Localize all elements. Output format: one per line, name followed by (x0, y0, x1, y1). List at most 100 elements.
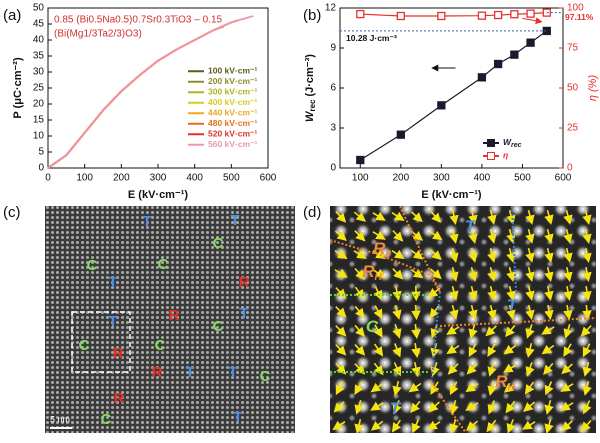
phase-label-text: R (362, 262, 375, 281)
polarization-arrow (563, 209, 573, 225)
x-tick-label: 500 (223, 173, 240, 184)
polarization-arrow (446, 325, 460, 335)
polarization-arrow (505, 400, 516, 414)
trend-arrow (522, 17, 543, 25)
series-line (359, 30, 548, 161)
polarization-arrow (580, 419, 592, 432)
phase-label: C (260, 368, 271, 385)
polarization-arrow (506, 419, 516, 434)
series-line (47, 15, 254, 169)
polarization-arrow (430, 362, 440, 377)
polarization-arrow (544, 209, 554, 225)
polarization-arrow (582, 343, 592, 358)
phase-label: T (185, 364, 194, 381)
phase-label: T (108, 313, 117, 330)
polarization-arrow (392, 324, 402, 339)
y-tick-label: 9 (330, 43, 336, 54)
plot-frame (339, 7, 564, 169)
polarization-arrow (563, 343, 573, 357)
polarization-arrow (525, 324, 535, 339)
legend-label: 480 kV·cm⁻¹ (208, 118, 258, 128)
x-tick-label: 100 (76, 173, 93, 184)
data-point (477, 73, 487, 82)
data-point (396, 11, 405, 21)
polarization-arrow (582, 400, 592, 415)
phase-label: T (465, 217, 477, 236)
polarization-arrow (333, 401, 345, 413)
panel-label: (b) (303, 7, 321, 24)
x-axis-label: E (kV·cm⁻¹) (421, 189, 482, 201)
polarization-arrow (332, 420, 346, 431)
series-line (47, 60, 159, 169)
polarization-arrow (446, 344, 460, 355)
polarization-arrow (561, 363, 573, 375)
phase-label: T (228, 364, 237, 381)
legend-marker (487, 152, 495, 160)
polarization-arrow (468, 209, 478, 225)
x-tick-label: 400 (186, 173, 203, 184)
polarization-arrow (544, 381, 554, 396)
phase-label: C (213, 318, 224, 335)
polarization-arrow (430, 210, 442, 223)
legend-label: 560 kV·cm⁻¹ (208, 139, 258, 149)
phase-label-text: R (495, 372, 508, 391)
phase-label-sub: 0 (385, 249, 391, 260)
phase-label-text: T (507, 296, 519, 315)
polarization-arrow (544, 399, 554, 415)
polarization-arrow (506, 266, 516, 282)
polarization-arrow (410, 249, 424, 260)
phase-label: RH (495, 372, 515, 392)
legend-label: 200 kV·cm⁻¹ (208, 76, 258, 86)
x-axis-label: E (kV·cm⁻¹) (128, 189, 189, 201)
polarization-arrow (524, 381, 535, 395)
phase-label: T (233, 409, 242, 426)
polarization-arrow (487, 304, 497, 320)
polarization-arrow (411, 304, 421, 321)
polarization-arrow (522, 420, 536, 430)
polarization-arrow (487, 285, 497, 301)
polarization-arrow (354, 418, 364, 434)
data-point (356, 9, 365, 19)
formula-annotation: 0.85 (Bi0.5Na0.5)0.7Sr0.3TiO3 – 0.15 (54, 15, 223, 26)
polarization-arrow (522, 401, 536, 412)
selection-box (71, 311, 131, 373)
legend-marker (487, 139, 495, 147)
legend-label: 400 kV·cm⁻¹ (208, 97, 258, 107)
polarization-arrow (372, 211, 386, 221)
polarization-arrow (468, 228, 478, 244)
polarization-arrow (411, 419, 421, 434)
polarization-arrow (560, 401, 574, 411)
polarization-arrow (429, 230, 443, 241)
polarization-arrow (487, 380, 497, 396)
y2-tick-label: 50 (567, 83, 579, 94)
polarization-arrow (465, 401, 479, 411)
series-line (47, 132, 86, 169)
polarization-arrow (373, 343, 384, 357)
legend-name-sub: rec (511, 142, 522, 149)
phase-label-text: T (390, 399, 402, 418)
data-point (526, 38, 535, 47)
polarization-arrow (411, 361, 421, 378)
phase-label-text: T (465, 217, 477, 236)
polarization-arrow (370, 401, 384, 411)
polarization-arrow (411, 323, 421, 340)
phase-label: T (507, 296, 519, 315)
y2-tick-label: 0 (567, 163, 573, 174)
polarization-arrow (392, 343, 402, 358)
legend-name: 480 kV·cm⁻¹ (208, 118, 258, 128)
polarization-arrow (505, 324, 516, 338)
polarization-arrow (427, 287, 441, 298)
y-tick-label: 12 (325, 3, 337, 14)
polarization-arrow (582, 285, 592, 302)
y-tick-label: 25 (33, 83, 45, 94)
phase-label-text: C (366, 317, 379, 336)
polarization-arrow (354, 344, 366, 356)
polarization-arrow (580, 325, 592, 337)
polarization-arrow (582, 361, 592, 377)
phase-label: R (239, 274, 250, 291)
phase-label: T (239, 305, 248, 322)
polarization-arrow (525, 285, 535, 301)
annotation: 10.28 J·cm⁻³ (346, 33, 397, 43)
polarization-arrow (391, 419, 402, 433)
data-point (437, 101, 446, 110)
